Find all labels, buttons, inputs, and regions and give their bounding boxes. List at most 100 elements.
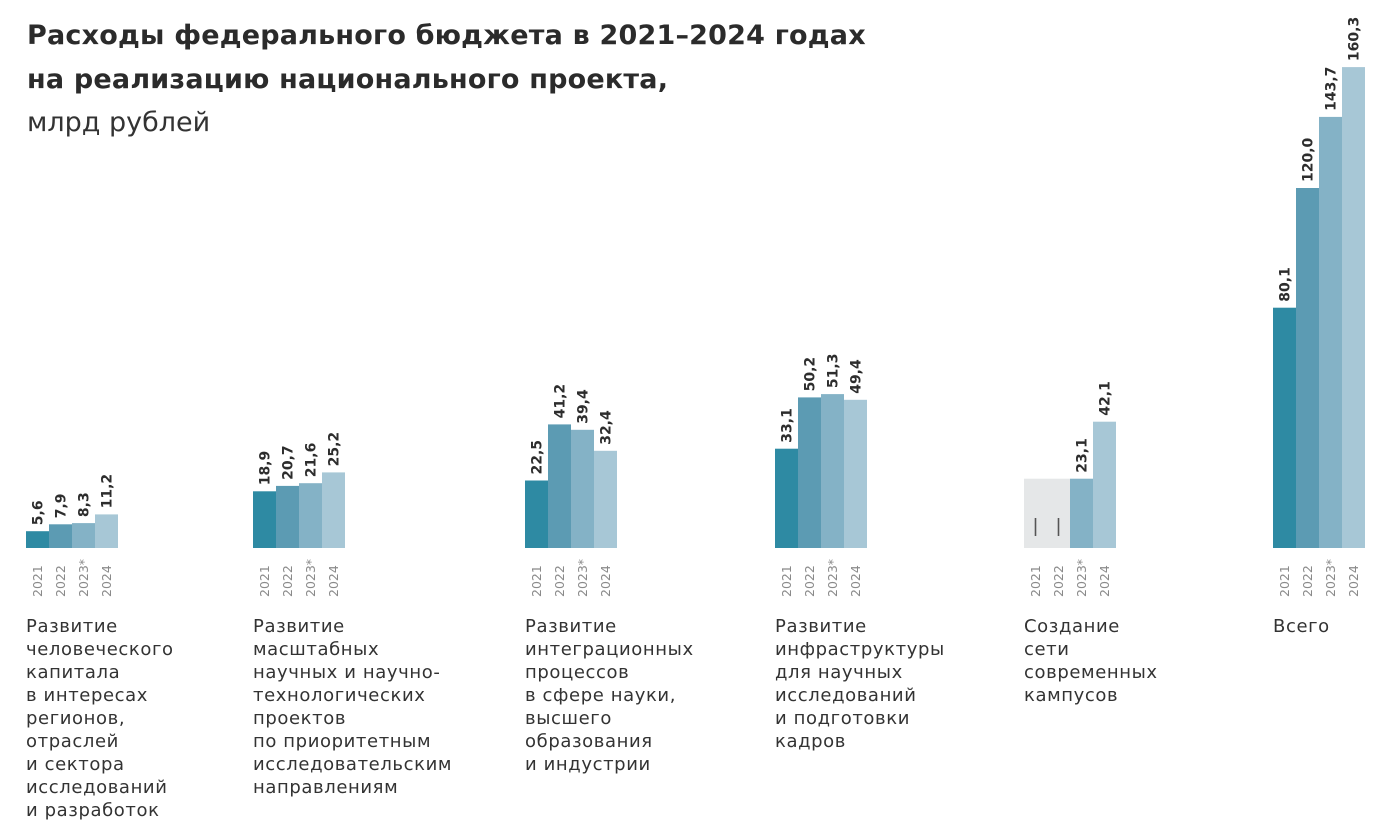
chart-title: Расходы федерального бюджета в 2021–2024… bbox=[27, 14, 866, 102]
category-label-line: Развитие bbox=[775, 616, 867, 637]
bar-2021 bbox=[253, 491, 276, 548]
bar-group-5: 2021 2022 23,1 2023* 42,1 2024 bbox=[1024, 381, 1116, 597]
year-tick-label: 2022 bbox=[552, 565, 567, 597]
year-tick-label: 2023* bbox=[1074, 559, 1089, 597]
bar-group-3: 22,5 2021 41,2 2022 39,4 2023* 32,4 2024 bbox=[525, 384, 617, 597]
year-tick-label: 2022 bbox=[802, 565, 817, 597]
category-label-line: исследовательским bbox=[253, 754, 453, 775]
category-label-line: современных bbox=[1024, 662, 1158, 683]
bar-2021 bbox=[525, 480, 548, 548]
value-label: 50,2 bbox=[803, 357, 819, 392]
category-label-line: и сектора bbox=[26, 754, 125, 775]
category-label-line: и подготовки bbox=[775, 708, 910, 729]
value-label: 20,7 bbox=[281, 445, 297, 480]
category-label-line: и разработок bbox=[26, 800, 160, 821]
chart-unit: млрд рублей bbox=[27, 107, 211, 138]
category-label-line: регионов, bbox=[26, 708, 126, 729]
category-label-line: отраслей bbox=[26, 731, 119, 752]
year-tick-label: 2023* bbox=[1323, 559, 1338, 597]
category-label-line: Развитие bbox=[525, 616, 617, 637]
value-label: 42,1 bbox=[1098, 381, 1114, 416]
value-label: 80,1 bbox=[1278, 267, 1294, 302]
value-label: 41,2 bbox=[553, 384, 569, 419]
bar-2023s bbox=[571, 429, 594, 548]
bar-2022 bbox=[1296, 188, 1319, 548]
category-label-line: в сфере науки, bbox=[525, 685, 677, 706]
category-label-line: научных и научно- bbox=[253, 662, 441, 683]
value-label: 5,6 bbox=[31, 500, 47, 525]
bar-2023s bbox=[1070, 478, 1093, 548]
year-tick-label: 2023* bbox=[825, 559, 840, 597]
category-label-2: Развитие масштабных научных и научно-техно… bbox=[253, 615, 452, 799]
year-tick-label: 2021 bbox=[1277, 565, 1292, 597]
no-data-placeholder bbox=[1024, 478, 1070, 548]
value-label: 160,3 bbox=[1347, 17, 1363, 61]
category-label-line: направлениям bbox=[253, 777, 399, 798]
value-label: 33,1 bbox=[780, 408, 796, 443]
value-label: 21,6 bbox=[304, 443, 320, 478]
chart-title-line-1: Расходы федерального бюджета в 2021–2024… bbox=[27, 20, 866, 51]
value-label: 18,9 bbox=[258, 451, 274, 486]
year-tick-label: 2023* bbox=[575, 559, 590, 597]
category-label-line: и индустрии bbox=[525, 754, 651, 775]
year-tick-label: 2023* bbox=[303, 559, 318, 597]
value-label: 23,1 bbox=[1075, 438, 1091, 473]
category-label-line: инфраструктуры bbox=[775, 639, 945, 660]
year-tick-label: 2022 bbox=[280, 565, 295, 597]
year-tick-label: 2021 bbox=[30, 565, 45, 597]
category-label-1: Развитие человеческого капитала в интересах… bbox=[26, 615, 174, 822]
category-label-line: по приоритетным bbox=[253, 731, 432, 752]
bar-2024 bbox=[594, 450, 617, 548]
year-tick-label: 2023* bbox=[76, 559, 91, 597]
bar-2024 bbox=[95, 514, 118, 548]
year-tick-label: 2022 bbox=[1300, 565, 1315, 597]
category-label-line: кадров bbox=[775, 731, 846, 752]
category-label-line: капитала bbox=[26, 662, 121, 683]
category-label-4: Развитие инфраструктуры для научных исследо… bbox=[775, 615, 945, 753]
value-label: 120,0 bbox=[1301, 137, 1317, 182]
value-label: 25,2 bbox=[327, 432, 343, 467]
category-label-line: высшего bbox=[525, 708, 612, 729]
category-label-line: масштабных bbox=[253, 639, 380, 660]
category-label-line: исследований bbox=[775, 685, 917, 706]
year-tick-label: 2022 bbox=[1051, 565, 1066, 597]
bar-2024 bbox=[1093, 421, 1116, 548]
category-label-line: исследований bbox=[26, 777, 168, 798]
bar-group-1: 5,6 2021 7,9 2022 8,3 2023* 11,2 2024 bbox=[26, 474, 118, 597]
category-label-line: Создание bbox=[1024, 616, 1120, 637]
value-label: 32,4 bbox=[599, 410, 615, 445]
value-label: 39,4 bbox=[576, 389, 592, 424]
year-tick-label: 2024 bbox=[1097, 565, 1112, 597]
category-label-line: сети bbox=[1024, 639, 1070, 660]
category-label-line: технологических bbox=[253, 685, 426, 706]
bar-2023s bbox=[72, 523, 95, 548]
year-tick-label: 2021 bbox=[257, 565, 272, 597]
value-label: 7,9 bbox=[54, 493, 70, 518]
category-label-line: интеграционных bbox=[525, 639, 694, 660]
bar-2021 bbox=[26, 531, 49, 548]
bar-2023s bbox=[821, 394, 844, 548]
year-tick-label: 2024 bbox=[848, 565, 863, 597]
category-label-line: образования bbox=[525, 731, 653, 752]
bar-2024 bbox=[322, 472, 345, 548]
year-tick-label: 2024 bbox=[326, 565, 341, 597]
category-label-line: для научных bbox=[775, 662, 903, 683]
chart-title-line-2: на реализацию национального проекта, bbox=[27, 64, 669, 95]
year-tick-label: 2022 bbox=[53, 565, 68, 597]
bar-2023s bbox=[299, 483, 322, 548]
category-label-line: Развитие bbox=[26, 616, 118, 637]
value-label: 11,2 bbox=[100, 474, 116, 509]
bar-group-6: 80,1 2021 120,0 2022 143,7 2023* 160,3 2024 bbox=[1273, 17, 1365, 597]
value-label: 51,3 bbox=[826, 354, 842, 389]
year-tick-label: 2021 bbox=[779, 565, 794, 597]
value-label: 143,7 bbox=[1324, 67, 1340, 111]
bar-group-2: 18,9 2021 20,7 2022 21,6 2023* 25,2 2024 bbox=[253, 432, 345, 597]
category-label-line: проектов bbox=[253, 708, 347, 729]
bar-2024 bbox=[844, 399, 867, 548]
bar-2021 bbox=[775, 448, 798, 548]
value-label: 22,5 bbox=[530, 440, 546, 475]
category-label-6: Всего bbox=[1273, 615, 1330, 638]
year-tick-label: 2024 bbox=[598, 565, 613, 597]
category-label-line: в интересах bbox=[26, 685, 149, 706]
